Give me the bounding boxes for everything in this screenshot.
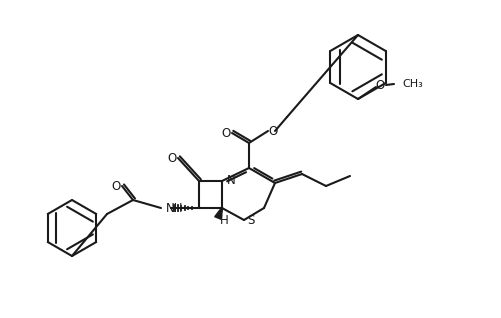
Text: O: O	[375, 79, 384, 92]
Text: H: H	[219, 215, 228, 227]
Text: CH₃: CH₃	[401, 79, 422, 89]
Text: S: S	[247, 215, 254, 227]
Text: O: O	[268, 125, 277, 137]
Text: NH: NH	[166, 202, 183, 215]
Polygon shape	[214, 208, 222, 219]
Text: O: O	[221, 127, 230, 140]
Text: N: N	[226, 174, 235, 186]
Text: O: O	[167, 151, 176, 164]
Text: O: O	[111, 179, 120, 192]
